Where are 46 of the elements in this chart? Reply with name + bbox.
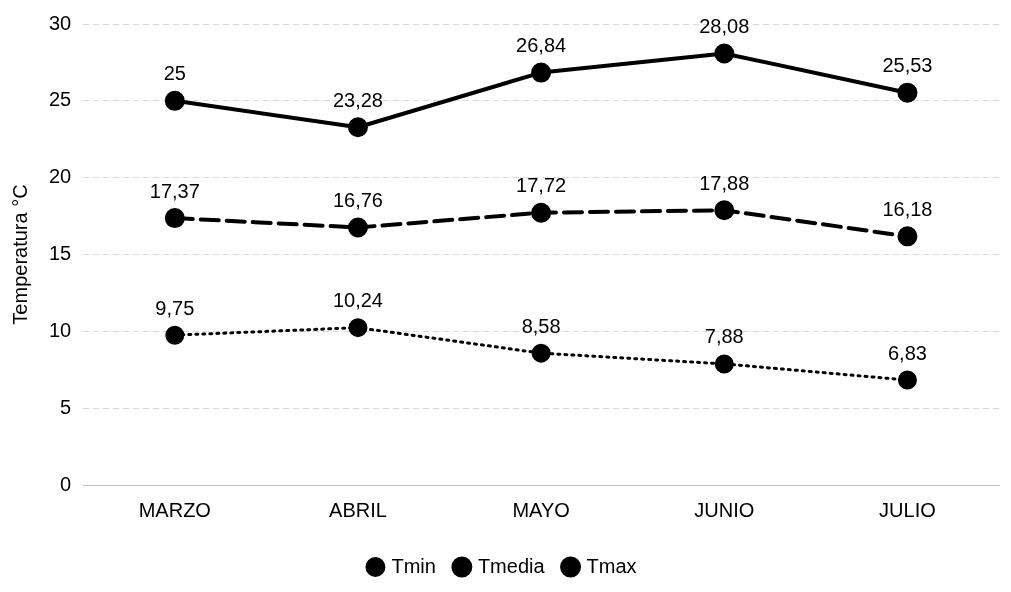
point (531, 62, 552, 83)
legend-label: Tmax (586, 554, 637, 577)
point (714, 200, 735, 221)
point (714, 43, 735, 64)
y-tick-label: 0 (60, 472, 72, 495)
point (165, 325, 185, 345)
x-tick-label: ABRIL (329, 498, 387, 521)
data-label: 6,83 (887, 341, 927, 364)
legend-label: Tmin (391, 554, 436, 577)
legend-label: Tmedia (477, 554, 546, 577)
x-tick-label: MAYO (512, 498, 570, 521)
data-label: 7,88 (704, 325, 744, 348)
y-tick-label: 30 (49, 11, 72, 34)
x-tick-label: MARZO (138, 498, 211, 521)
y-tick-label: 5 (60, 395, 72, 418)
y-tick-label: 25 (49, 88, 72, 111)
y-axis-title: Temperatura °C (8, 184, 31, 325)
y-tick-label: 15 (49, 242, 72, 265)
y-tick-label: 20 (49, 165, 72, 188)
point (531, 343, 551, 363)
data-label: 25,53 (882, 54, 933, 77)
point (164, 90, 185, 111)
data-label: 10,24 (332, 289, 383, 312)
data-label: 17,88 (699, 171, 750, 194)
data-label: 9,75 (155, 296, 195, 319)
point (897, 226, 918, 247)
point (348, 318, 368, 338)
data-label: 16,76 (332, 188, 383, 211)
data-label: 17,72 (516, 174, 567, 197)
x-tick-label: JULIO (879, 498, 936, 521)
data-label: 25 (163, 62, 186, 85)
point (897, 370, 917, 390)
point (714, 354, 734, 374)
y-tick-label: 10 (49, 318, 72, 341)
data-label: 23,28 (332, 88, 383, 111)
point (347, 117, 368, 138)
point (347, 217, 368, 238)
data-label: 28,08 (699, 15, 750, 38)
point (897, 82, 918, 103)
data-label: 16,18 (882, 197, 933, 220)
data-label: 26,84 (516, 34, 567, 57)
x-tick-label: JUNIO (694, 498, 755, 521)
point (164, 208, 185, 229)
data-label: 17,37 (149, 179, 200, 202)
point (531, 202, 552, 223)
data-label: 8,58 (521, 314, 561, 337)
